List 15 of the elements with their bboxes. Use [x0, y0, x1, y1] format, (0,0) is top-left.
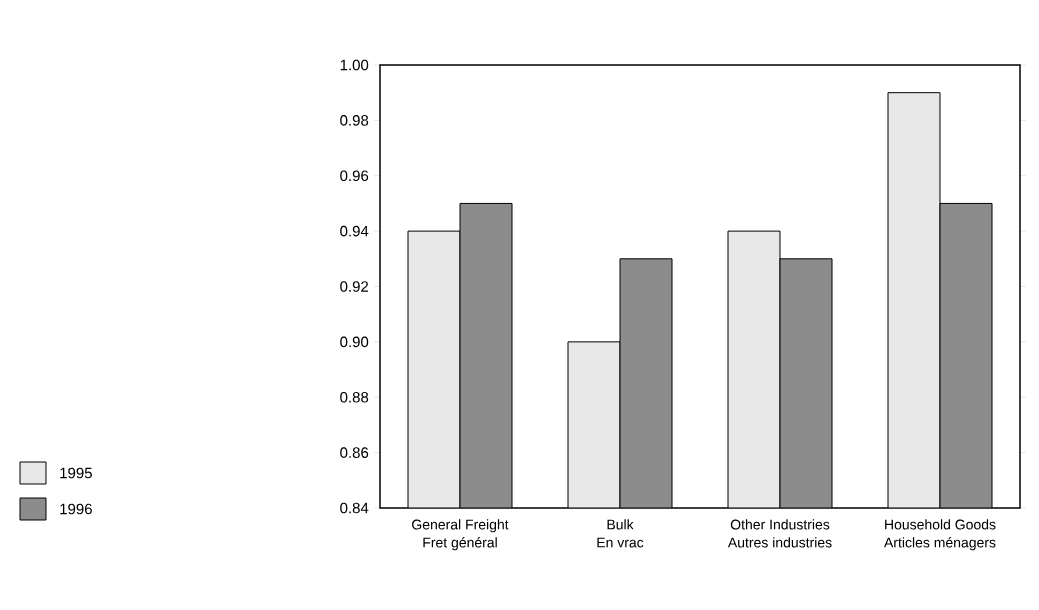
x-tick-label: Bulk En vrac — [597, 519, 644, 548]
x-tick-label: Household Goods Articles ménagers — [884, 519, 996, 551]
x-tick-label: General Freight Fret général — [412, 519, 509, 551]
y-tick-label: 0.90 — [340, 336, 369, 348]
y-tick-label: 1.00 — [340, 59, 369, 71]
legend-label: 1996 — [60, 503, 92, 515]
y-tick-label: 0.92 — [340, 281, 369, 292]
legend-label: 1995 — [60, 467, 92, 479]
x-tick-label: Other Industries Autres industries — [727, 519, 832, 548]
y-tick-label: 0.96 — [340, 170, 369, 182]
y-tick-label: 0.98 — [340, 115, 369, 126]
y-tick-label: 0.88 — [340, 391, 369, 403]
y-tick-label: 0.84 — [340, 502, 369, 514]
y-tick-label: 0.86 — [340, 447, 369, 458]
y-tick-label: 0.94 — [340, 225, 369, 237]
